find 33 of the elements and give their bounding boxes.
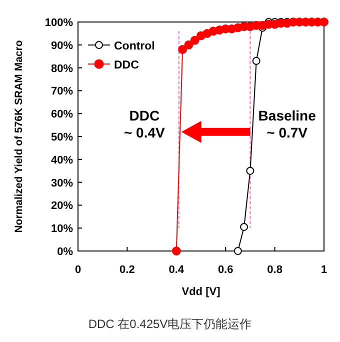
y-tick-label: 60% xyxy=(50,108,74,121)
y-tick-label: 100% xyxy=(44,17,74,29)
legend-label: DDC xyxy=(114,60,139,72)
annotation: Baseline ~ 0.7V xyxy=(258,107,316,140)
y-tick-label: 90% xyxy=(50,40,74,52)
point xyxy=(184,40,194,50)
x-tick-label: 0.2 xyxy=(120,264,135,276)
x-tick-label: 0.4 xyxy=(168,264,185,276)
point xyxy=(320,18,328,26)
point xyxy=(172,246,181,256)
x-tick-label: 0.6 xyxy=(218,264,234,276)
point xyxy=(234,247,242,255)
legend-label: Control xyxy=(114,40,155,52)
x-axis-title: Vdd [V] xyxy=(182,286,221,298)
y-tick-label: 10% xyxy=(50,223,74,236)
point xyxy=(246,166,254,175)
y-tick-label: 40% xyxy=(50,154,74,166)
y-tick-label: 30% xyxy=(50,177,74,190)
annotation: DDC ~ 0.4V xyxy=(124,107,166,140)
y-axis-title: Normalized Yield of 576K SRAM Macro xyxy=(13,40,25,233)
y-tick-label: 20% xyxy=(50,200,74,212)
text: DDC 在0.425V电压下仍能运作 xyxy=(88,317,252,331)
y-tick-label: 70% xyxy=(50,86,74,98)
point xyxy=(240,222,248,231)
point xyxy=(178,44,188,54)
x-tick-label: 0.8 xyxy=(267,264,282,276)
point xyxy=(190,36,200,45)
y-tick-label: 0% xyxy=(57,246,74,258)
x-tick-label: 0 xyxy=(74,264,82,276)
y-tick-label: 50% xyxy=(50,132,74,144)
y-tick-label: 80% xyxy=(50,62,74,75)
x-tick-label: 1 xyxy=(320,264,328,276)
point xyxy=(252,56,260,65)
